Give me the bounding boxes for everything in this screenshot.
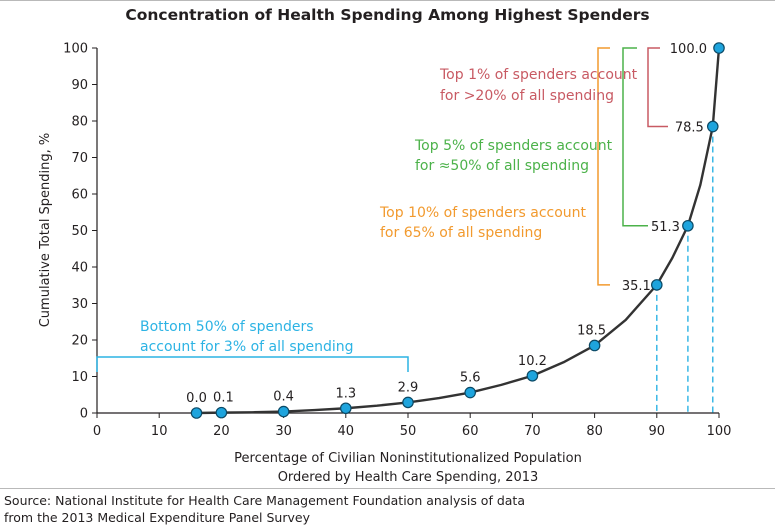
annotation-top-10-line-2: for 65% of all spending xyxy=(380,225,542,241)
data-point xyxy=(588,339,601,352)
x-tick-label: 50 xyxy=(400,424,417,439)
data-label: 0.1 xyxy=(213,391,234,406)
x-tick-label: 90 xyxy=(649,424,666,439)
x-tick-label: 10 xyxy=(151,424,168,439)
source-line-1: Source: National Institute for Health Ca… xyxy=(4,493,525,508)
data-label: 2.9 xyxy=(398,380,419,395)
x-tick-label: 30 xyxy=(275,424,292,439)
spending-curve xyxy=(196,47,721,415)
y-tick-label: 30 xyxy=(71,297,88,312)
y-tick-label: 90 xyxy=(71,78,88,93)
chart-figure: Concentration of Health Spending Among H… xyxy=(0,0,775,486)
bracket-top-10 xyxy=(597,47,610,286)
annotation-top-5-line-2: for ≈50% of all spending xyxy=(415,158,589,174)
y-tick-label: 20 xyxy=(71,334,88,349)
bracket-top-5 xyxy=(622,47,648,227)
annotation-top-1-line-2: for >20% of all spending xyxy=(440,88,614,104)
data-label: 35.1 xyxy=(622,279,651,294)
x-tick-label: 0 xyxy=(93,424,101,439)
data-label: 0.0 xyxy=(186,391,207,406)
data-point xyxy=(402,396,414,409)
data-label: 0.4 xyxy=(273,390,294,405)
source-line-2: from the 2013 Medical Expenditure Panel … xyxy=(4,510,310,525)
chart-svg: 0 10 20 30 40 50 60 70 80 90 100 0 10 20 30 40 50 60 70 80 9… xyxy=(38,42,732,486)
data-point xyxy=(706,120,719,133)
annotation-bottom-50-line-2: account for 3% of all spending xyxy=(140,339,354,355)
data-point xyxy=(526,369,539,382)
x-tick-label: 70 xyxy=(524,424,541,439)
annotation-bottom-50-line-1: Bottom 50% of spenders xyxy=(140,319,314,335)
y-tick-label: 100 xyxy=(63,42,88,57)
data-label: 10.2 xyxy=(518,354,547,369)
top-rule xyxy=(0,0,775,1)
y-tick-label: 0 xyxy=(80,407,88,422)
data-label: 1.3 xyxy=(335,386,356,401)
y-tick-label: 80 xyxy=(71,115,88,130)
data-point xyxy=(277,405,290,418)
data-point xyxy=(339,402,352,415)
bracket-top-1 xyxy=(647,47,668,128)
data-label: 78.5 xyxy=(675,120,704,135)
x-axis-title-line-1: Percentage of Civilian Noninstitutionali… xyxy=(234,451,582,466)
data-point xyxy=(682,219,694,232)
data-label: 100.0 xyxy=(670,42,707,57)
source-rule xyxy=(0,488,775,489)
y-tick-label: 10 xyxy=(71,370,88,385)
x-axis-title-line-2: Ordered by Health Care Spending, 2013 xyxy=(278,470,539,485)
data-label: 51.3 xyxy=(651,220,680,235)
data-point xyxy=(464,386,476,399)
x-tick-label: 100 xyxy=(707,424,732,439)
data-point xyxy=(713,42,725,54)
y-tick-label: 50 xyxy=(71,224,88,239)
data-label: 18.5 xyxy=(577,323,606,338)
chart-title: Concentration of Health Spending Among H… xyxy=(125,6,650,24)
x-tick-label: 80 xyxy=(586,424,603,439)
data-point xyxy=(650,279,663,291)
x-tick-label: 20 xyxy=(213,424,230,439)
source-note: Source: National Institute for Health Ca… xyxy=(4,492,774,526)
annotation-top-5-line-1: Top 5% of spenders account xyxy=(414,138,613,154)
annotation-top-10-line-1: Top 10% of spenders account xyxy=(379,205,587,221)
annotation-top-1-line-1: Top 1% of spenders account xyxy=(439,67,638,83)
bracket-bottom-50 xyxy=(96,356,409,372)
x-tick-label: 40 xyxy=(338,424,355,439)
y-tick-label: 70 xyxy=(71,151,88,166)
data-point xyxy=(190,407,203,419)
y-axis-title: Cumulative Total Spending, % xyxy=(38,133,53,328)
data-label: 5.6 xyxy=(460,371,481,386)
y-tick-label: 60 xyxy=(71,188,88,203)
y-tick-label: 40 xyxy=(71,261,88,276)
x-tick-label: 60 xyxy=(462,424,479,439)
data-point xyxy=(215,406,228,419)
